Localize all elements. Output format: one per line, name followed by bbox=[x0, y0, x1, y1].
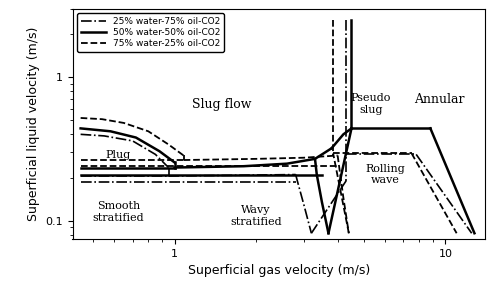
Text: Smooth
stratified: Smooth stratified bbox=[92, 201, 144, 223]
Text: Pseudo
slug: Pseudo slug bbox=[350, 93, 391, 115]
Text: Wavy
stratified: Wavy stratified bbox=[230, 205, 282, 227]
X-axis label: Superficial gas velocity (m/s): Superficial gas velocity (m/s) bbox=[188, 264, 370, 277]
Text: Rolling
wave: Rolling wave bbox=[366, 164, 405, 185]
Text: Slug flow: Slug flow bbox=[192, 98, 252, 110]
Text: Annular: Annular bbox=[414, 93, 465, 106]
Y-axis label: Superficial liquid velocity (m/s): Superficial liquid velocity (m/s) bbox=[26, 27, 40, 221]
Text: Plug: Plug bbox=[106, 150, 131, 160]
Legend: 25% water-75% oil-CO2, 50% water-50% oil-CO2, 75% water-25% oil-CO2: 25% water-75% oil-CO2, 50% water-50% oil… bbox=[77, 13, 224, 52]
